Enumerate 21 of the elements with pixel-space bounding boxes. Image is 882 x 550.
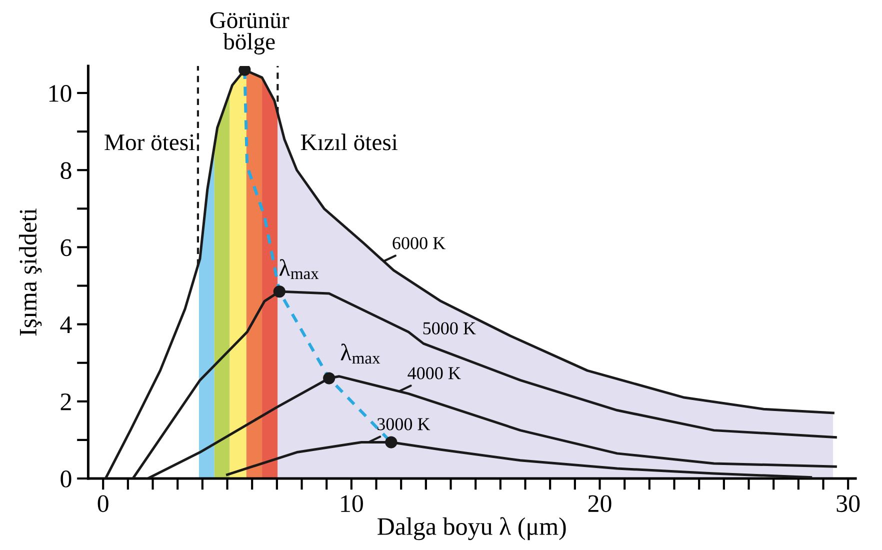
x-tick-label: 10 <box>341 495 363 512</box>
y-tick-label: 8 <box>60 162 72 180</box>
y-tick-label: 2 <box>60 394 71 410</box>
series-label: 3000 K <box>377 418 430 430</box>
y-axis-title: Işıma şiddeti <box>19 208 42 336</box>
x-tick-label: 30 <box>836 495 860 512</box>
x-tick-label: 20 <box>588 495 612 512</box>
y-tick-label: 0 <box>60 470 72 488</box>
annotation: Mor ötesi <box>104 134 195 150</box>
series-label: 4000 K <box>408 367 461 380</box>
annotation: λ$_{max}$ <box>340 344 380 364</box>
series-label: 6000 K <box>392 237 446 250</box>
annotation: λ$_{max}$ <box>279 259 319 280</box>
annotation: Kızıl ötesi <box>300 134 398 150</box>
x-tick-label: 0 <box>98 495 108 512</box>
series-label: 5000 K <box>423 322 476 334</box>
y-tick-label: 6 <box>60 239 72 256</box>
text: Görünür bölge <box>210 12 290 54</box>
y-tick-label: 10 <box>49 85 72 102</box>
y-tick-label: 4 <box>60 316 72 333</box>
x-axis-title: Dalga boyu λ (μm) <box>378 517 566 540</box>
